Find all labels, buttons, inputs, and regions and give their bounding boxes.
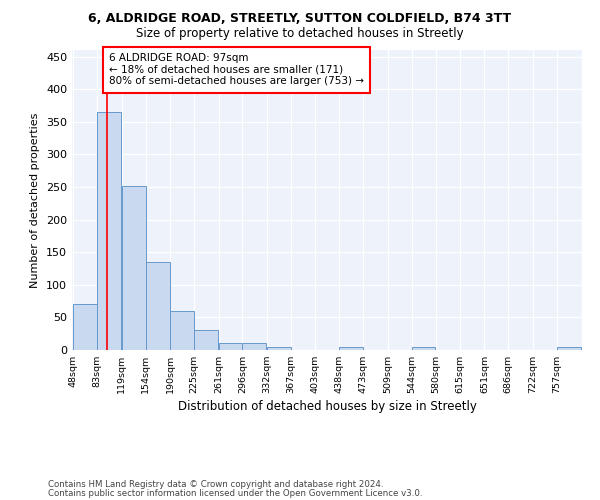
Bar [242, 344, 266, 350]
Bar [218, 344, 242, 350]
Bar [339, 346, 363, 350]
Bar [170, 311, 194, 350]
Text: Contains public sector information licensed under the Open Government Licence v3: Contains public sector information licen… [48, 489, 422, 498]
Bar [146, 262, 170, 350]
Text: 6 ALDRIDGE ROAD: 97sqm
← 18% of detached houses are smaller (171)
80% of semi-de: 6 ALDRIDGE ROAD: 97sqm ← 18% of detached… [109, 54, 364, 86]
Bar [194, 330, 218, 350]
Bar [97, 112, 121, 350]
Y-axis label: Number of detached properties: Number of detached properties [31, 112, 40, 288]
Bar [557, 348, 581, 350]
Bar [122, 186, 146, 350]
X-axis label: Distribution of detached houses by size in Streetly: Distribution of detached houses by size … [178, 400, 476, 413]
Text: 6, ALDRIDGE ROAD, STREETLY, SUTTON COLDFIELD, B74 3TT: 6, ALDRIDGE ROAD, STREETLY, SUTTON COLDF… [88, 12, 512, 26]
Text: Size of property relative to detached houses in Streetly: Size of property relative to detached ho… [136, 28, 464, 40]
Bar [73, 304, 97, 350]
Bar [267, 346, 291, 350]
Text: Contains HM Land Registry data © Crown copyright and database right 2024.: Contains HM Land Registry data © Crown c… [48, 480, 383, 489]
Bar [412, 348, 436, 350]
